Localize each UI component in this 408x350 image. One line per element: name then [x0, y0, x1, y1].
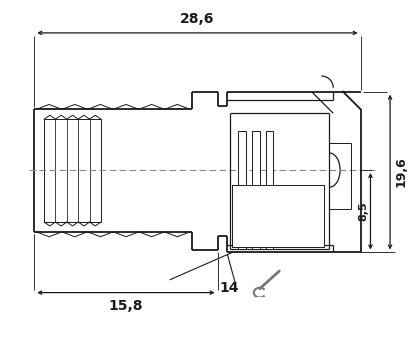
Text: 19,6: 19,6 [395, 157, 408, 188]
Text: 8,5: 8,5 [359, 202, 368, 221]
Text: 14: 14 [220, 281, 239, 295]
Bar [238, 131, 246, 248]
Bar [232, 185, 324, 246]
Bar [266, 131, 273, 248]
Text: 15,8: 15,8 [109, 300, 143, 314]
Bar [252, 131, 260, 248]
Text: 28,6: 28,6 [180, 12, 215, 26]
